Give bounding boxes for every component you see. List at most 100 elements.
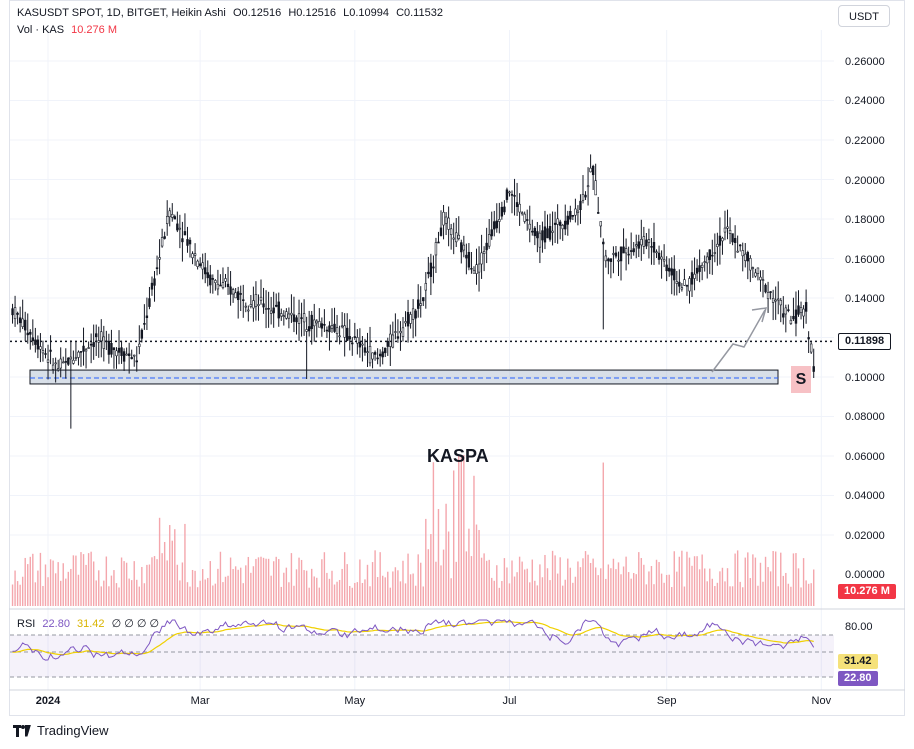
candle-body — [391, 334, 395, 348]
candle-body — [320, 323, 324, 329]
volume-bar — [407, 553, 409, 606]
candle-body — [130, 357, 133, 360]
candle-body — [41, 350, 45, 354]
candle-body — [102, 336, 106, 349]
volume-bar — [199, 580, 201, 606]
volume-bar — [227, 575, 229, 606]
candle-body — [619, 246, 623, 262]
currency-button[interactable]: USDT — [838, 5, 890, 27]
candle-body — [226, 283, 230, 288]
candle-body — [328, 325, 331, 333]
candle-body — [343, 325, 346, 338]
high-value: H0.12516 — [288, 7, 337, 19]
candle-body — [414, 310, 417, 319]
volume-bar — [544, 554, 546, 606]
volume-bar — [311, 568, 313, 606]
candle-body — [434, 242, 438, 256]
volume-bar — [663, 582, 665, 606]
candle-body — [422, 297, 425, 302]
volume-bar — [37, 570, 39, 606]
candle-body — [799, 307, 803, 314]
candle-body — [292, 314, 296, 322]
candle-body — [627, 253, 630, 256]
volume-bar — [265, 558, 267, 606]
volume-bar — [32, 553, 34, 606]
volume-bar — [341, 568, 343, 606]
candle-body — [351, 342, 354, 345]
candle-body — [62, 361, 65, 364]
candle-body — [629, 250, 633, 252]
candle-body — [602, 241, 605, 245]
volume-bar — [293, 585, 295, 606]
candle-body — [188, 239, 192, 245]
candle-body — [556, 218, 559, 225]
volume-bar — [673, 551, 675, 606]
price-axis-label: 0.14000 — [845, 293, 885, 305]
volume-bar — [34, 582, 37, 606]
volume-bar — [729, 586, 731, 606]
candle-body — [470, 267, 473, 270]
candle-body — [561, 224, 564, 230]
x-axis-label: 2024 — [36, 695, 61, 707]
candle-body — [318, 321, 321, 328]
volume-bar — [523, 569, 526, 606]
volume-bar — [207, 577, 209, 606]
rsi-label[interactable]: RSI — [17, 618, 36, 630]
volume-bar — [120, 557, 123, 606]
volume-bar — [280, 586, 282, 606]
volume-bar — [627, 572, 630, 606]
volume-value: 10.276 M — [71, 24, 118, 36]
candle-body — [262, 303, 265, 308]
volume-bar — [549, 580, 551, 606]
candle-body — [622, 246, 625, 254]
candle-body — [56, 368, 60, 371]
candle-body — [419, 303, 422, 306]
volume-bar — [54, 573, 57, 606]
candle-body — [787, 309, 790, 311]
candle-body — [11, 308, 14, 316]
candle-body — [84, 349, 88, 352]
candle-body — [173, 216, 176, 220]
volume-bar — [212, 585, 214, 606]
candle-body — [46, 359, 50, 363]
candle-body — [723, 227, 727, 233]
tradingview-logo[interactable]: TradingView — [13, 723, 109, 738]
candle-body — [356, 337, 359, 344]
volume-bar — [724, 581, 726, 606]
volume-bar — [300, 559, 303, 606]
candle-body — [394, 331, 397, 333]
volume-bar — [272, 561, 275, 606]
volume-bar — [752, 554, 754, 606]
candle-body — [432, 266, 435, 269]
candle-body — [163, 236, 166, 239]
volume-bar — [531, 559, 533, 606]
symbol-info[interactable]: KASUSDT SPOT, 1D, BITGET, Heikin Ashi — [17, 7, 226, 19]
volume-bar — [44, 564, 47, 606]
candle-body — [452, 237, 455, 240]
volume-bar — [485, 560, 488, 606]
candle-body — [614, 252, 618, 257]
candle-body — [632, 248, 635, 253]
candle-body — [361, 343, 364, 346]
volume-bar — [764, 556, 767, 606]
volume-bar — [607, 564, 610, 606]
candle-body — [100, 331, 103, 342]
volume-bar — [62, 563, 64, 606]
volume-label[interactable]: Vol · KAS — [17, 24, 65, 36]
volume-bar — [777, 586, 779, 606]
volume-bar — [602, 462, 604, 606]
candle-body — [127, 353, 131, 357]
support-zone — [29, 369, 779, 385]
candle-body — [287, 313, 291, 319]
volume-bar — [683, 586, 686, 606]
volume-bar — [404, 583, 407, 606]
volume-bar — [262, 557, 265, 606]
candle-body — [272, 307, 275, 314]
volume-bar — [686, 551, 688, 606]
candle-body — [21, 318, 24, 327]
candle-body — [498, 219, 501, 222]
candle-body — [39, 346, 42, 350]
candle-body — [155, 267, 159, 269]
volume-bar — [655, 559, 658, 606]
